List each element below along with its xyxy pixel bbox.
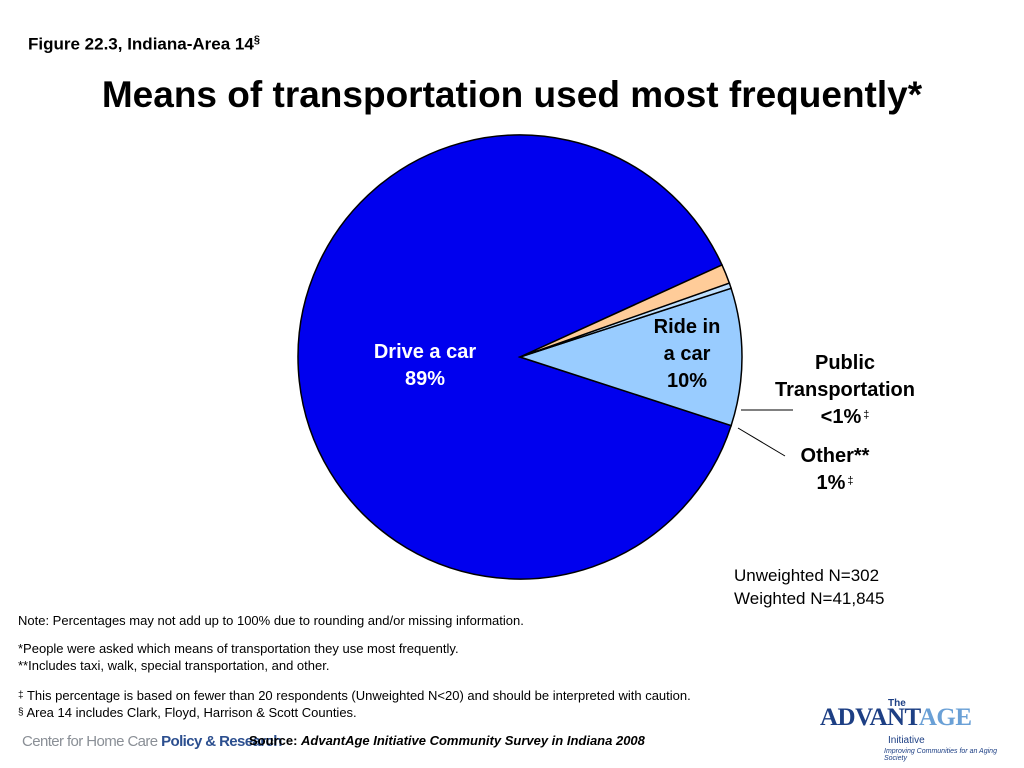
slice-label-public-transportation: Public Transportation <1% ‡ (774, 352, 915, 428)
slice-label-ride-in-a-car: Ride in a car 10% (653, 316, 721, 392)
note-caveats: ‡ This percentage is based on fewer than… (18, 688, 691, 720)
note-rounding: Note: Percentages may not add up to 100%… (18, 613, 524, 628)
slice-label-drive-a-car: Drive a car 89% (373, 341, 477, 390)
leader-line-other (737, 427, 786, 457)
slice-label-other: Other** 1% ‡ (800, 445, 870, 494)
pie-slice-drive-a-car (297, 134, 733, 580)
pie-slice-other (519, 263, 731, 358)
weighted-n: Weighted N=41,845 (734, 589, 885, 608)
unweighted-n: Unweighted N=302 (734, 566, 880, 585)
chart-title: Means of transportation used most freque… (101, 74, 923, 115)
pie-slice-ride-in-a-car (517, 287, 743, 427)
advantage-initiative-logo: The ADVANTAGE Initiative Improving Commu… (820, 698, 997, 762)
figure-label: Figure 22.3, Indiana-Area 14§ (28, 34, 260, 54)
center-for-home-care-logo: Center for Home Care Policy & Research (22, 733, 282, 750)
note-footnotes: *People were asked which means of transp… (18, 641, 459, 673)
source-line: Source: AdvantAge Initiative Community S… (249, 733, 645, 748)
sample-size: Unweighted N=302 Weighted N=41,845 (734, 564, 884, 610)
